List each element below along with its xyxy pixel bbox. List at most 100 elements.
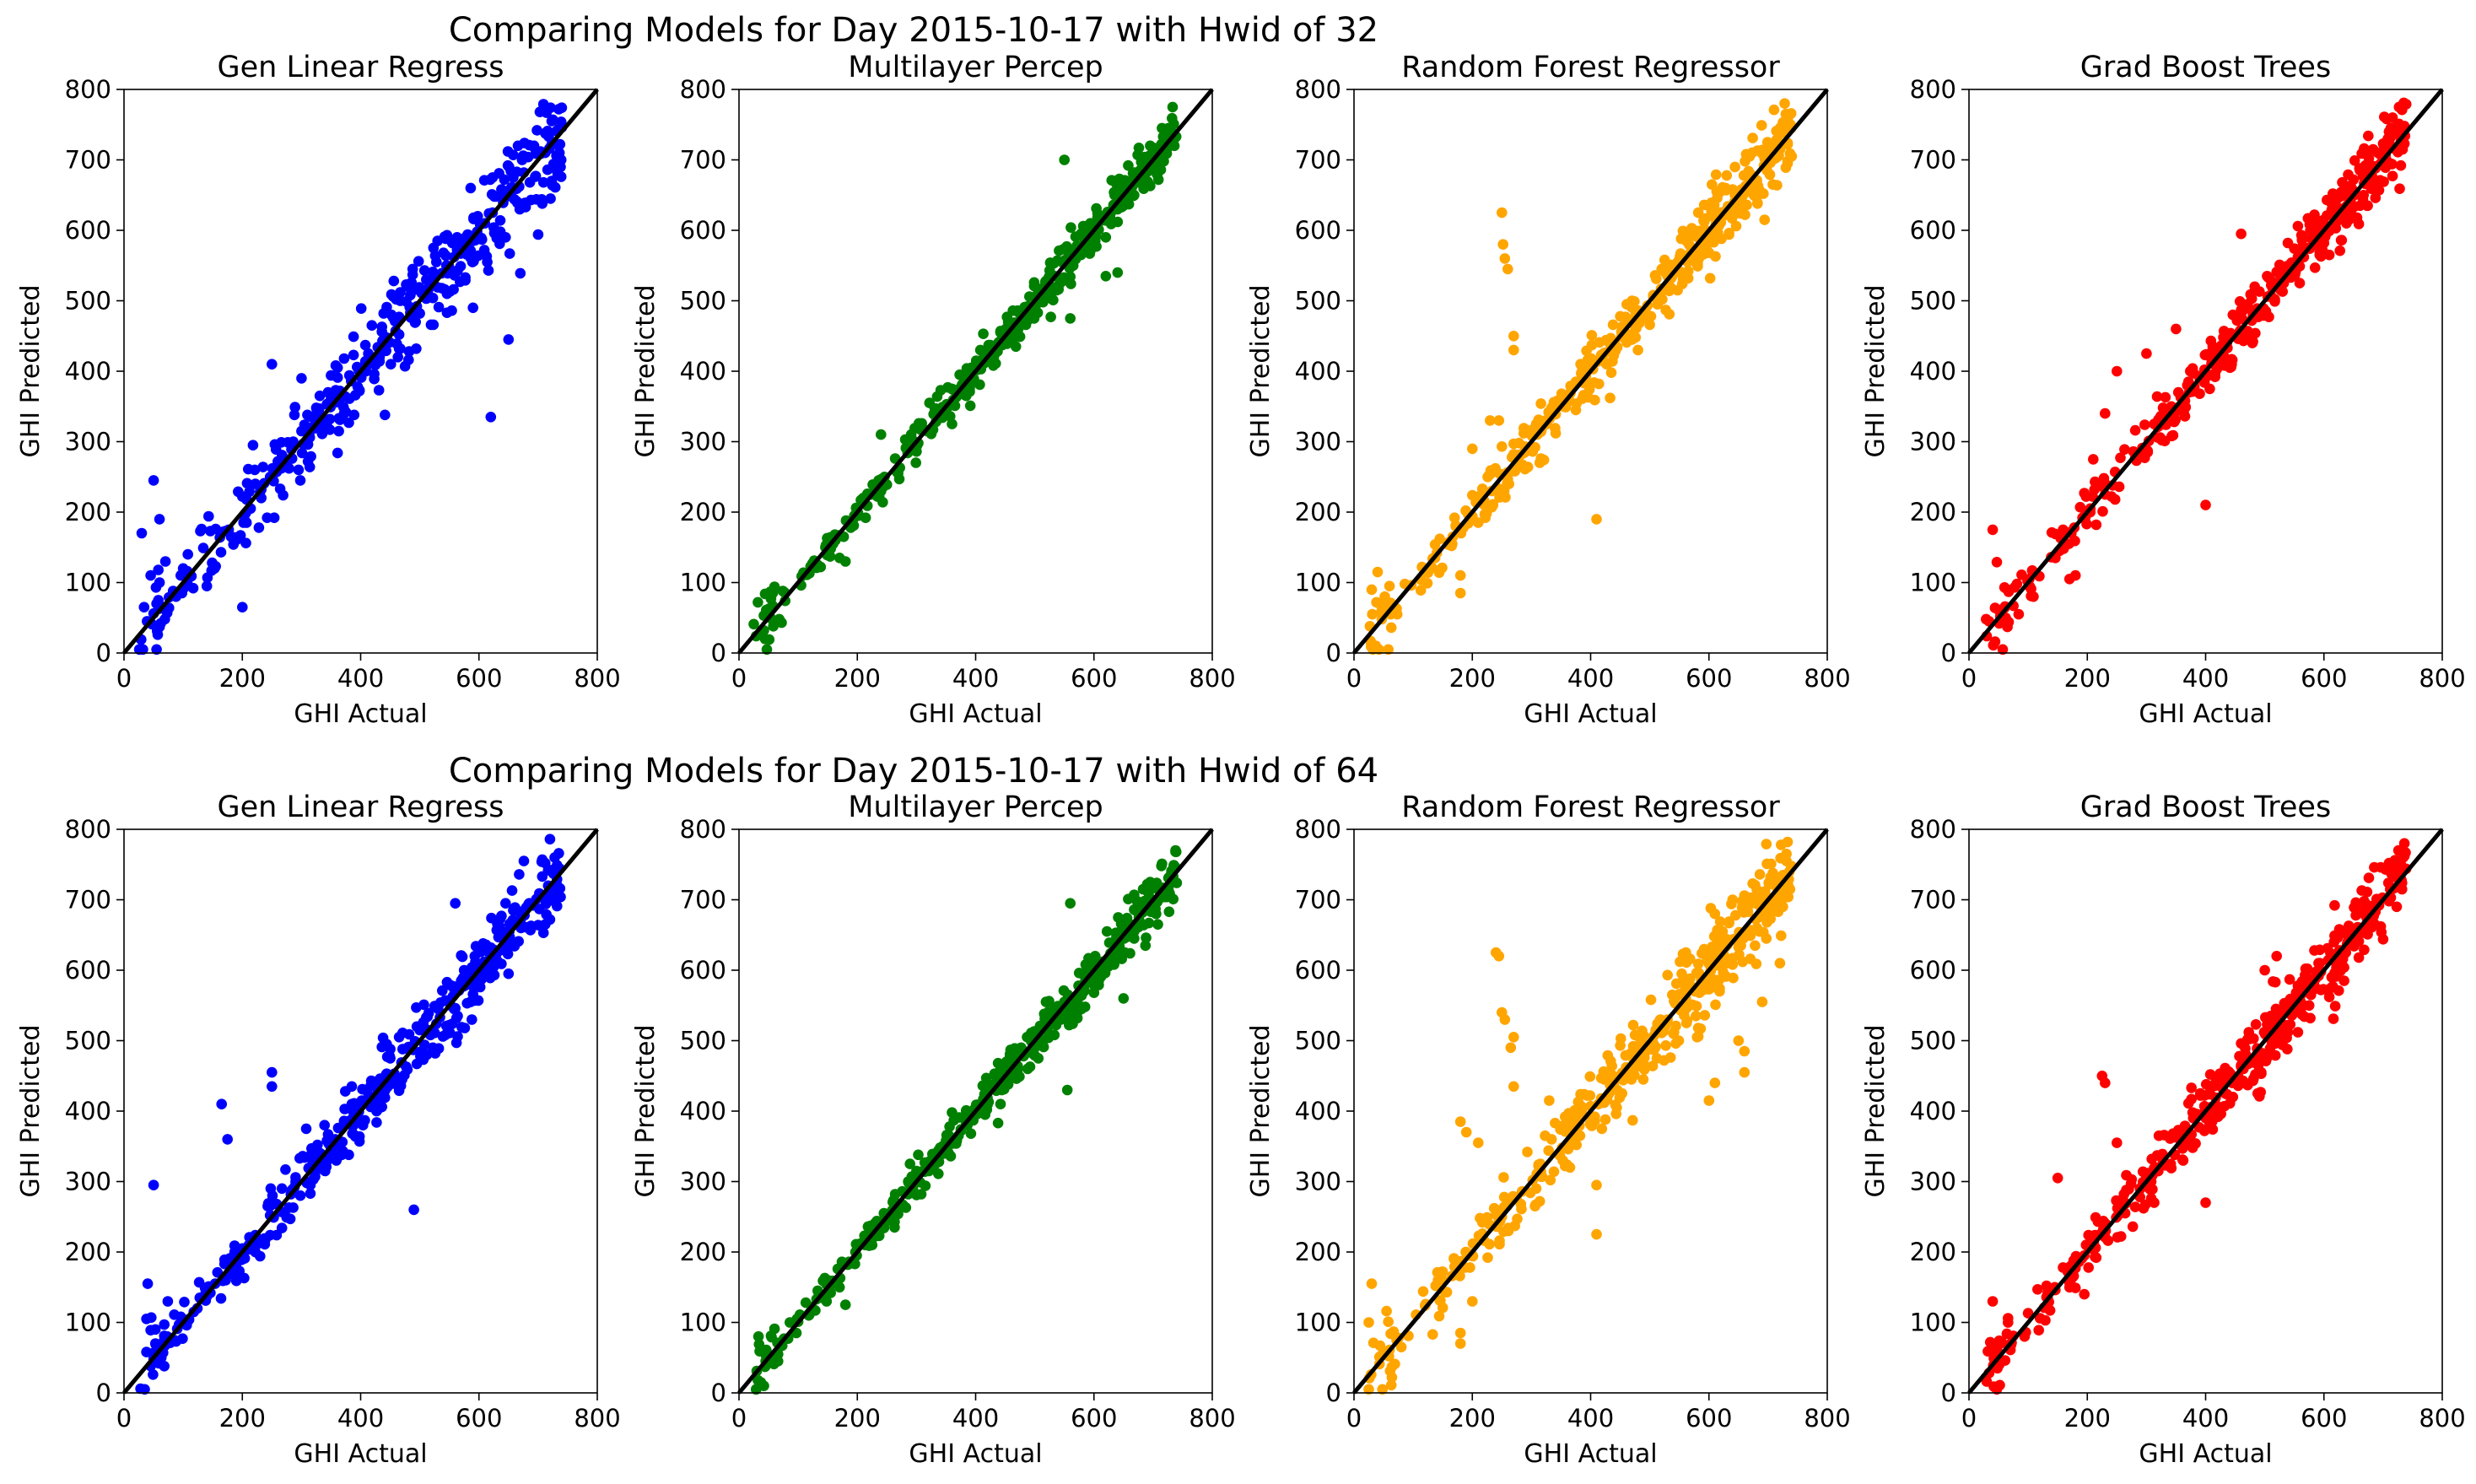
data-point — [216, 1098, 228, 1109]
data-point — [148, 1369, 159, 1380]
data-point — [1614, 1092, 1626, 1104]
data-point — [267, 359, 278, 370]
data-point — [1128, 190, 1139, 202]
data-point — [531, 125, 542, 136]
x-tick-label: 200 — [834, 664, 881, 693]
y-tick-label: 500 — [65, 1027, 111, 1055]
data-point — [494, 214, 506, 226]
data-point — [343, 417, 354, 429]
data-point — [899, 434, 911, 445]
y-tick-label: 700 — [1910, 146, 1956, 175]
x-tick-label: 800 — [2419, 664, 2465, 693]
x-tick-label: 600 — [456, 664, 502, 693]
data-point — [1560, 1125, 1571, 1137]
y-axis-label: GHI Predicted — [16, 1024, 46, 1197]
data-point — [1497, 239, 1508, 251]
data-point — [387, 291, 399, 302]
data-point — [331, 1155, 343, 1166]
data-point — [2317, 246, 2329, 258]
data-point — [1745, 953, 1756, 964]
data-point — [179, 1297, 190, 1308]
data-point — [1703, 1095, 1715, 1106]
data-point — [1545, 1134, 1557, 1145]
data-point — [1505, 1042, 1517, 1054]
data-point — [294, 475, 306, 486]
data-point — [2190, 1138, 2201, 1149]
data-point — [459, 1023, 471, 1033]
y-tick-label: 300 — [1295, 428, 1341, 456]
data-point — [2294, 278, 2306, 289]
data-point — [483, 965, 494, 977]
data-point — [431, 256, 442, 267]
data-point — [1712, 927, 1723, 938]
data-point — [1109, 190, 1120, 201]
data-point — [1733, 1035, 1745, 1046]
x-tick-label: 400 — [1567, 664, 1614, 693]
data-point — [289, 402, 301, 413]
data-point — [546, 865, 557, 876]
data-point — [380, 409, 391, 421]
reference-line — [122, 828, 599, 1395]
data-point — [2156, 434, 2167, 446]
points-group — [1981, 97, 2412, 656]
data-point — [2332, 932, 2344, 943]
y-axis-label: GHI Predicted — [631, 1024, 661, 1197]
data-point — [2171, 323, 2182, 335]
data-point — [496, 958, 507, 969]
data-point — [1991, 1384, 2003, 1395]
data-point — [1170, 845, 1181, 856]
data-point — [1060, 275, 1071, 286]
data-point — [537, 198, 548, 209]
x-tick-label: 200 — [2064, 664, 2111, 693]
y-tick-label: 300 — [680, 428, 726, 456]
data-point — [1763, 877, 1774, 888]
data-point — [1083, 242, 1095, 254]
data-point — [1140, 940, 1152, 952]
data-point — [1115, 918, 1127, 930]
data-point — [2096, 1071, 2108, 1082]
data-point — [484, 174, 496, 186]
data-point — [503, 334, 515, 345]
data-point — [448, 283, 459, 295]
data-point — [2363, 130, 2374, 142]
data-point — [1498, 1172, 1509, 1183]
data-point — [486, 912, 497, 924]
data-point — [1761, 916, 1772, 928]
data-point — [243, 463, 254, 475]
data-point — [346, 1081, 358, 1093]
y-tick-label: 800 — [680, 815, 726, 844]
data-point — [421, 1049, 433, 1060]
data-point — [1522, 461, 1534, 472]
data-point — [1987, 524, 1999, 536]
data-point — [2090, 519, 2102, 531]
data-point — [480, 939, 492, 951]
data-point — [348, 349, 359, 361]
data-point — [1483, 470, 1495, 481]
data-point — [1138, 920, 1149, 931]
y-tick-label: 100 — [65, 569, 111, 597]
reference-line — [1967, 828, 2444, 1395]
data-point — [278, 489, 289, 501]
data-point — [1454, 569, 1466, 581]
data-point — [1101, 925, 1113, 937]
data-point — [429, 1001, 440, 1012]
data-point — [1513, 437, 1524, 449]
data-point — [1739, 1045, 1750, 1057]
y-tick-label: 400 — [1910, 357, 1956, 386]
x-tick-label: 200 — [219, 664, 266, 693]
data-point — [2299, 1011, 2310, 1023]
data-point — [207, 557, 218, 569]
y-tick-label: 400 — [65, 357, 111, 386]
data-point — [468, 256, 479, 267]
data-point — [1754, 185, 1766, 197]
data-point — [1497, 441, 1508, 452]
y-tick-label: 300 — [65, 1168, 111, 1196]
data-point — [2271, 951, 2282, 962]
data-point — [1427, 1329, 1438, 1340]
data-point — [515, 267, 526, 279]
data-point — [1482, 1252, 1493, 1263]
data-point — [1761, 858, 1772, 870]
data-point — [2337, 190, 2348, 202]
data-point — [1723, 916, 1734, 927]
data-point — [988, 360, 999, 371]
